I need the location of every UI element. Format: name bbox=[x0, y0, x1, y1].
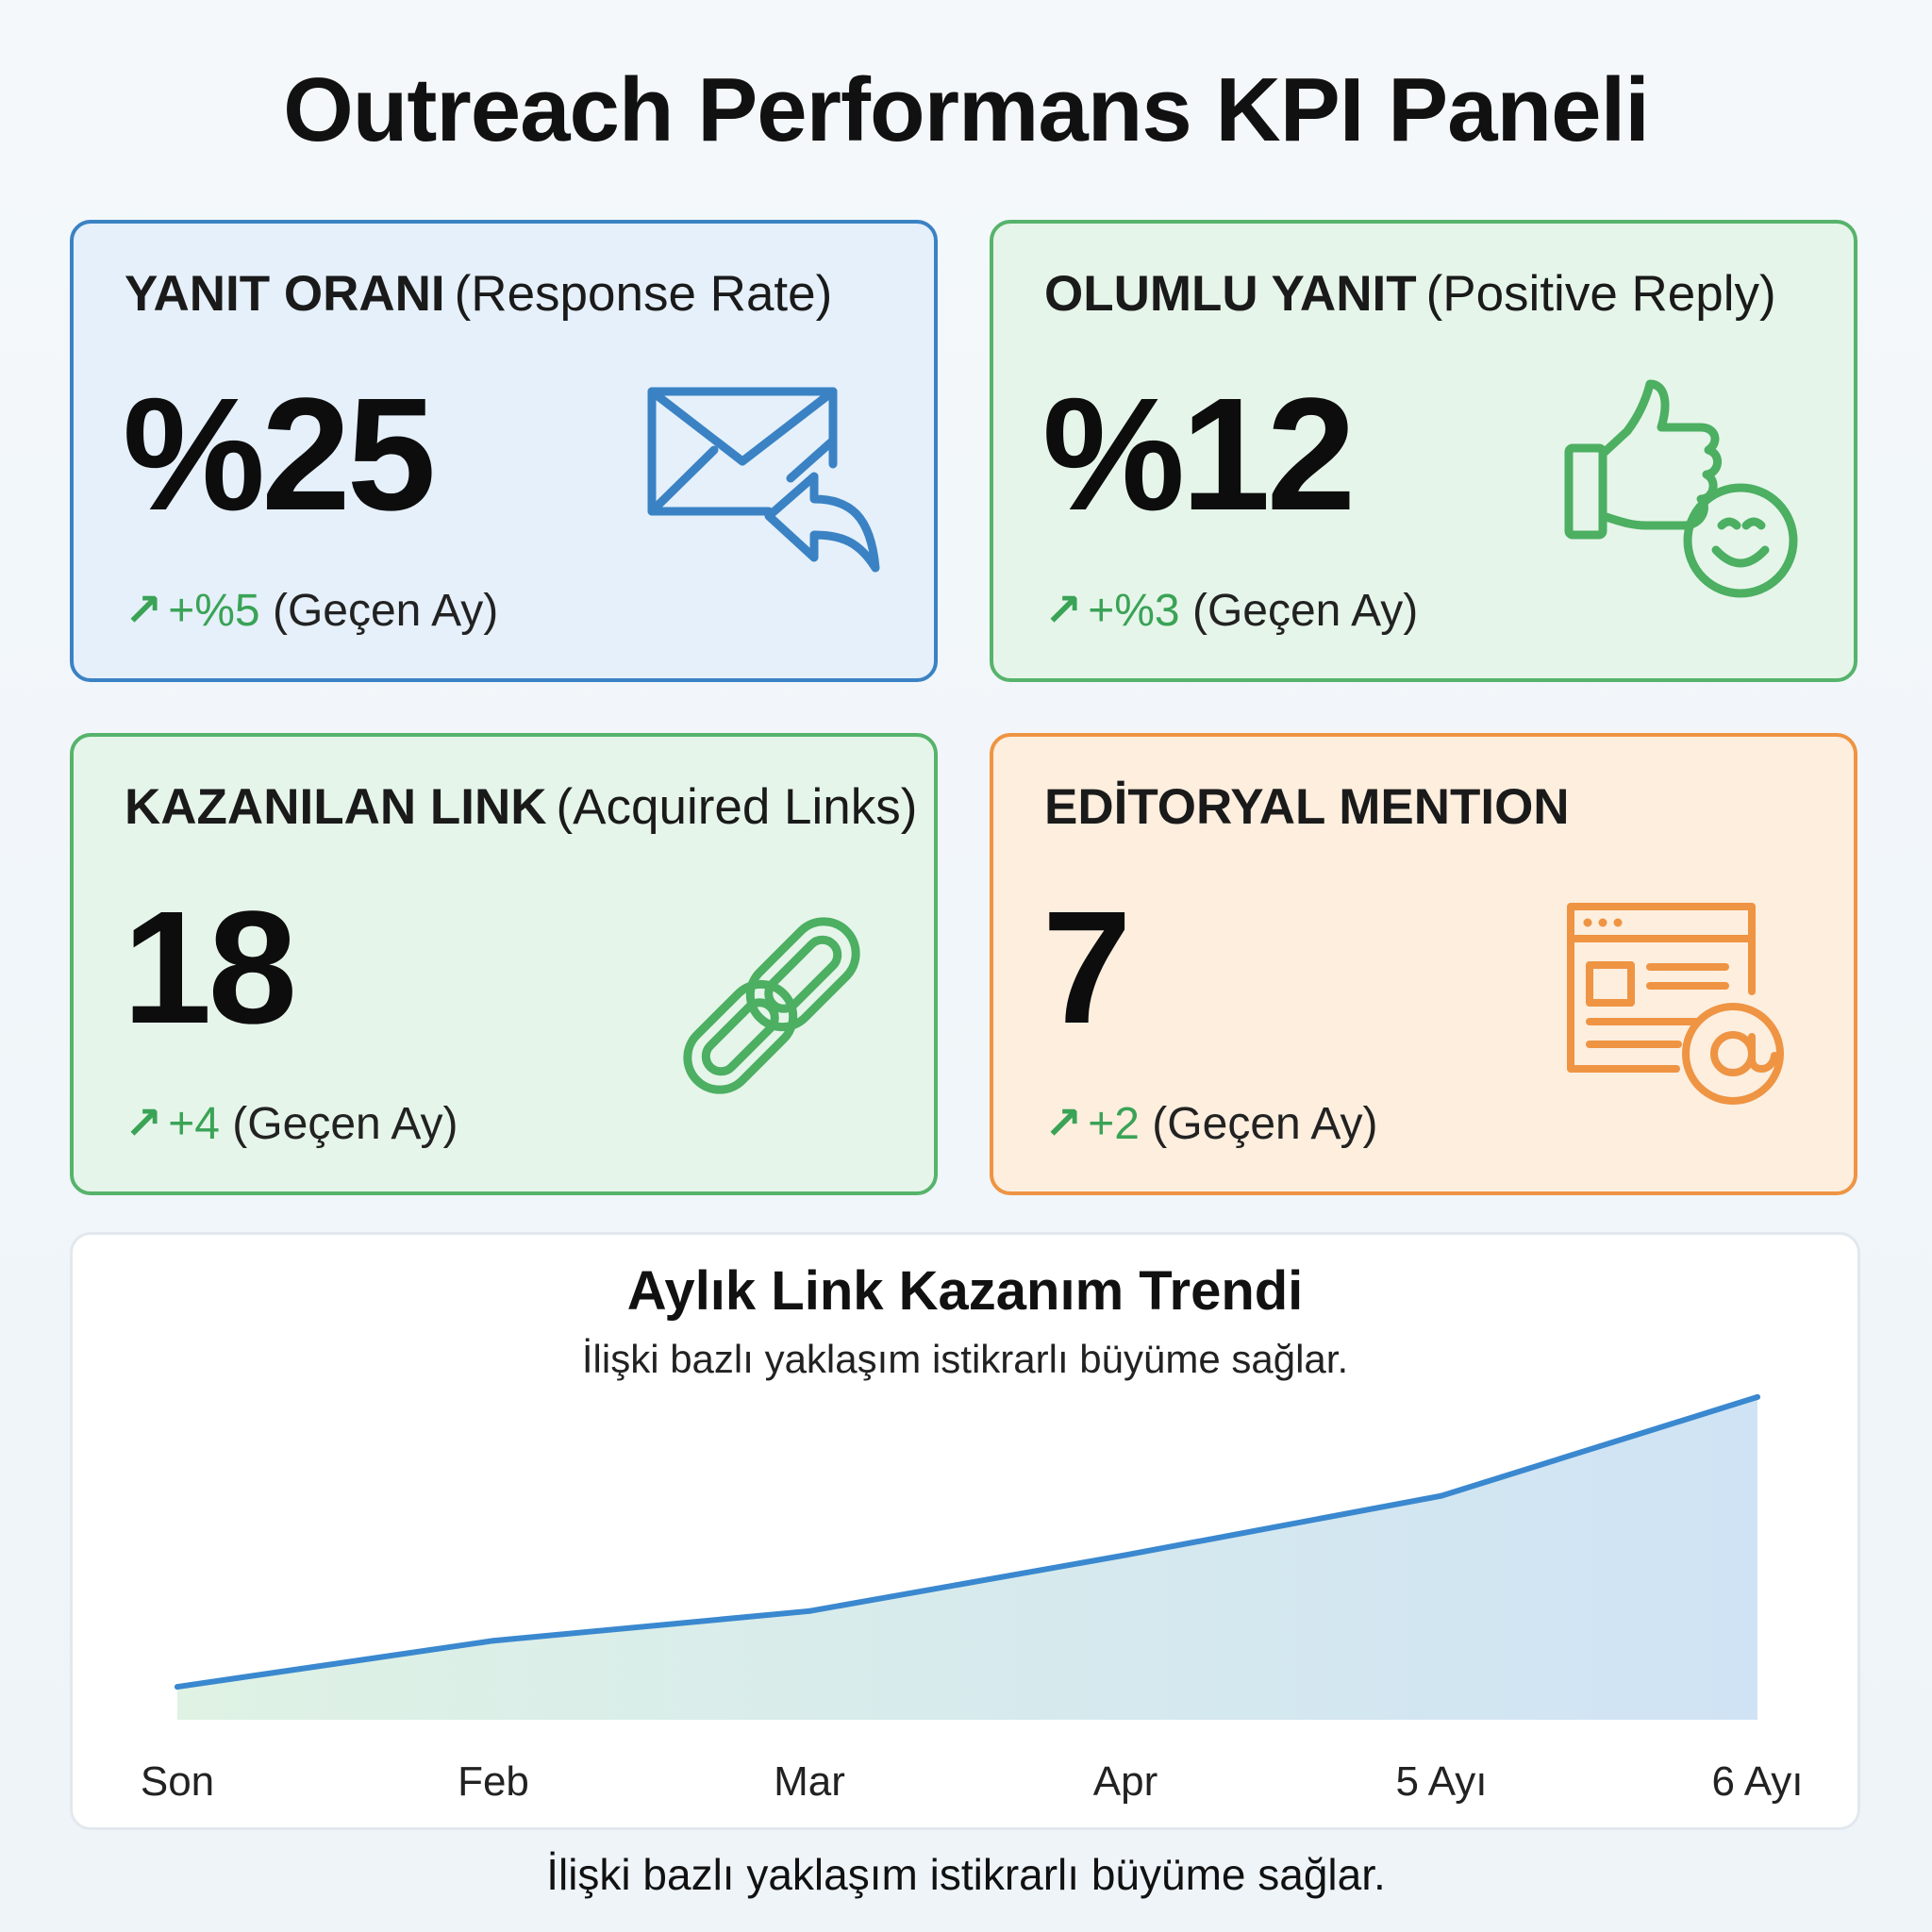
card-title-main: EDİTORYAL MENTION bbox=[1044, 779, 1570, 835]
kpi-delta: ↗ +%3 (Geçen Ay) bbox=[1044, 584, 1418, 637]
chart-subtitle: İlişki bazlı yaklaşım istikrarlı büyüme … bbox=[581, 1337, 1349, 1381]
footer-note: İlişki bazlı yaklaşım istikrarlı büyüme … bbox=[546, 1850, 1386, 1899]
trend-up-icon: ↗ bbox=[125, 586, 163, 636]
x-tick-label: Apr bbox=[1093, 1758, 1158, 1805]
data-point bbox=[491, 1638, 496, 1644]
card-title-sub: (Response Rate) bbox=[454, 266, 833, 322]
data-point bbox=[1123, 1552, 1128, 1558]
delta-period: (Geçen Ay) bbox=[232, 1099, 458, 1149]
chart-title: Aylık Link Kazanım Trendi bbox=[626, 1260, 1304, 1322]
delta-period: (Geçen Ay) bbox=[1191, 586, 1419, 636]
kpi-delta: ↗ +2 (Geçen Ay) bbox=[1044, 1097, 1378, 1150]
webpage-at-icon bbox=[1567, 903, 1784, 1105]
card-title: YANIT ORANI (Response Rate) bbox=[125, 265, 832, 323]
page-title: Outreach Performans KPI Paneli bbox=[283, 59, 1650, 160]
area-chart: Son Feb Mar Apr 5 Ayı 6 Ayı bbox=[141, 1393, 1804, 1805]
x-tick-label: Feb bbox=[458, 1758, 529, 1805]
delta-value: +4 bbox=[168, 1099, 220, 1149]
kpi-card-editorial-mention[interactable]: EDİTORYAL MENTION 7 ↗ +2 (Geçen Ay) bbox=[990, 733, 1857, 1195]
series-line bbox=[175, 1393, 1760, 1690]
delta-value: +2 bbox=[1088, 1099, 1140, 1149]
trend-up-icon: ↗ bbox=[1044, 1099, 1083, 1149]
data-point bbox=[807, 1607, 812, 1614]
card-title-sub: (Positive Reply) bbox=[1425, 266, 1776, 322]
x-tick-label: Mar bbox=[774, 1758, 845, 1805]
kpi-card-acquired-links[interactable]: KAZANILAN LINK (Acquired Links) 18 ↗ +4 (G… bbox=[70, 733, 938, 1195]
kpi-value: %25 bbox=[123, 365, 436, 544]
card-title: KAZANILAN LINK (Acquired Links) bbox=[125, 778, 917, 836]
chart-panel: Aylık Link Kazanım Trendi İlişki bazlı y… bbox=[70, 1232, 1860, 1830]
delta-value: +%3 bbox=[1088, 586, 1180, 636]
x-tick-label: 6 Ayı bbox=[1711, 1758, 1803, 1805]
kpi-delta: ↗ +%5 (Geçen Ay) bbox=[125, 584, 498, 637]
trend-up-icon: ↗ bbox=[125, 1099, 163, 1149]
kpi-value: 7 bbox=[1042, 878, 1132, 1058]
delta-period: (Geçen Ay) bbox=[272, 586, 499, 636]
x-tick-label: Son bbox=[141, 1758, 214, 1805]
thumbs-up-smile-icon bbox=[1564, 379, 1798, 598]
card-title: EDİTORYAL MENTION bbox=[1044, 778, 1570, 836]
chain-link-icon bbox=[683, 917, 860, 1094]
card-title-sub: (Acquired Links) bbox=[556, 779, 918, 835]
kpi-value: %12 bbox=[1042, 365, 1356, 544]
data-point bbox=[1755, 1393, 1760, 1400]
x-tick-label: 5 Ayı bbox=[1395, 1758, 1487, 1805]
card-title-main: KAZANILAN LINK bbox=[125, 779, 547, 835]
kpi-card-response-rate[interactable]: YANIT ORANI (Response Rate) %25 ↗ +%5 (Geç… bbox=[70, 220, 938, 682]
kpi-delta: ↗ +4 (Geçen Ay) bbox=[125, 1097, 458, 1150]
data-point bbox=[175, 1684, 180, 1690]
delta-period: (Geçen Ay) bbox=[1152, 1099, 1378, 1149]
trend-up-icon: ↗ bbox=[1044, 586, 1083, 636]
area-fill bbox=[177, 1396, 1757, 1720]
card-title: OLUMLU YANIT (Positive Reply) bbox=[1044, 265, 1776, 323]
mail-reply-icon bbox=[647, 387, 880, 573]
delta-value: +%5 bbox=[168, 586, 260, 636]
card-title-main: YANIT ORANI bbox=[125, 266, 445, 322]
kpi-card-positive-reply[interactable]: OLUMLU YANIT (Positive Reply) %12 ↗ +%3 (G… bbox=[990, 220, 1857, 682]
data-point bbox=[1439, 1492, 1444, 1499]
card-title-main: OLUMLU YANIT bbox=[1044, 266, 1417, 322]
kpi-value: 18 bbox=[123, 878, 297, 1058]
